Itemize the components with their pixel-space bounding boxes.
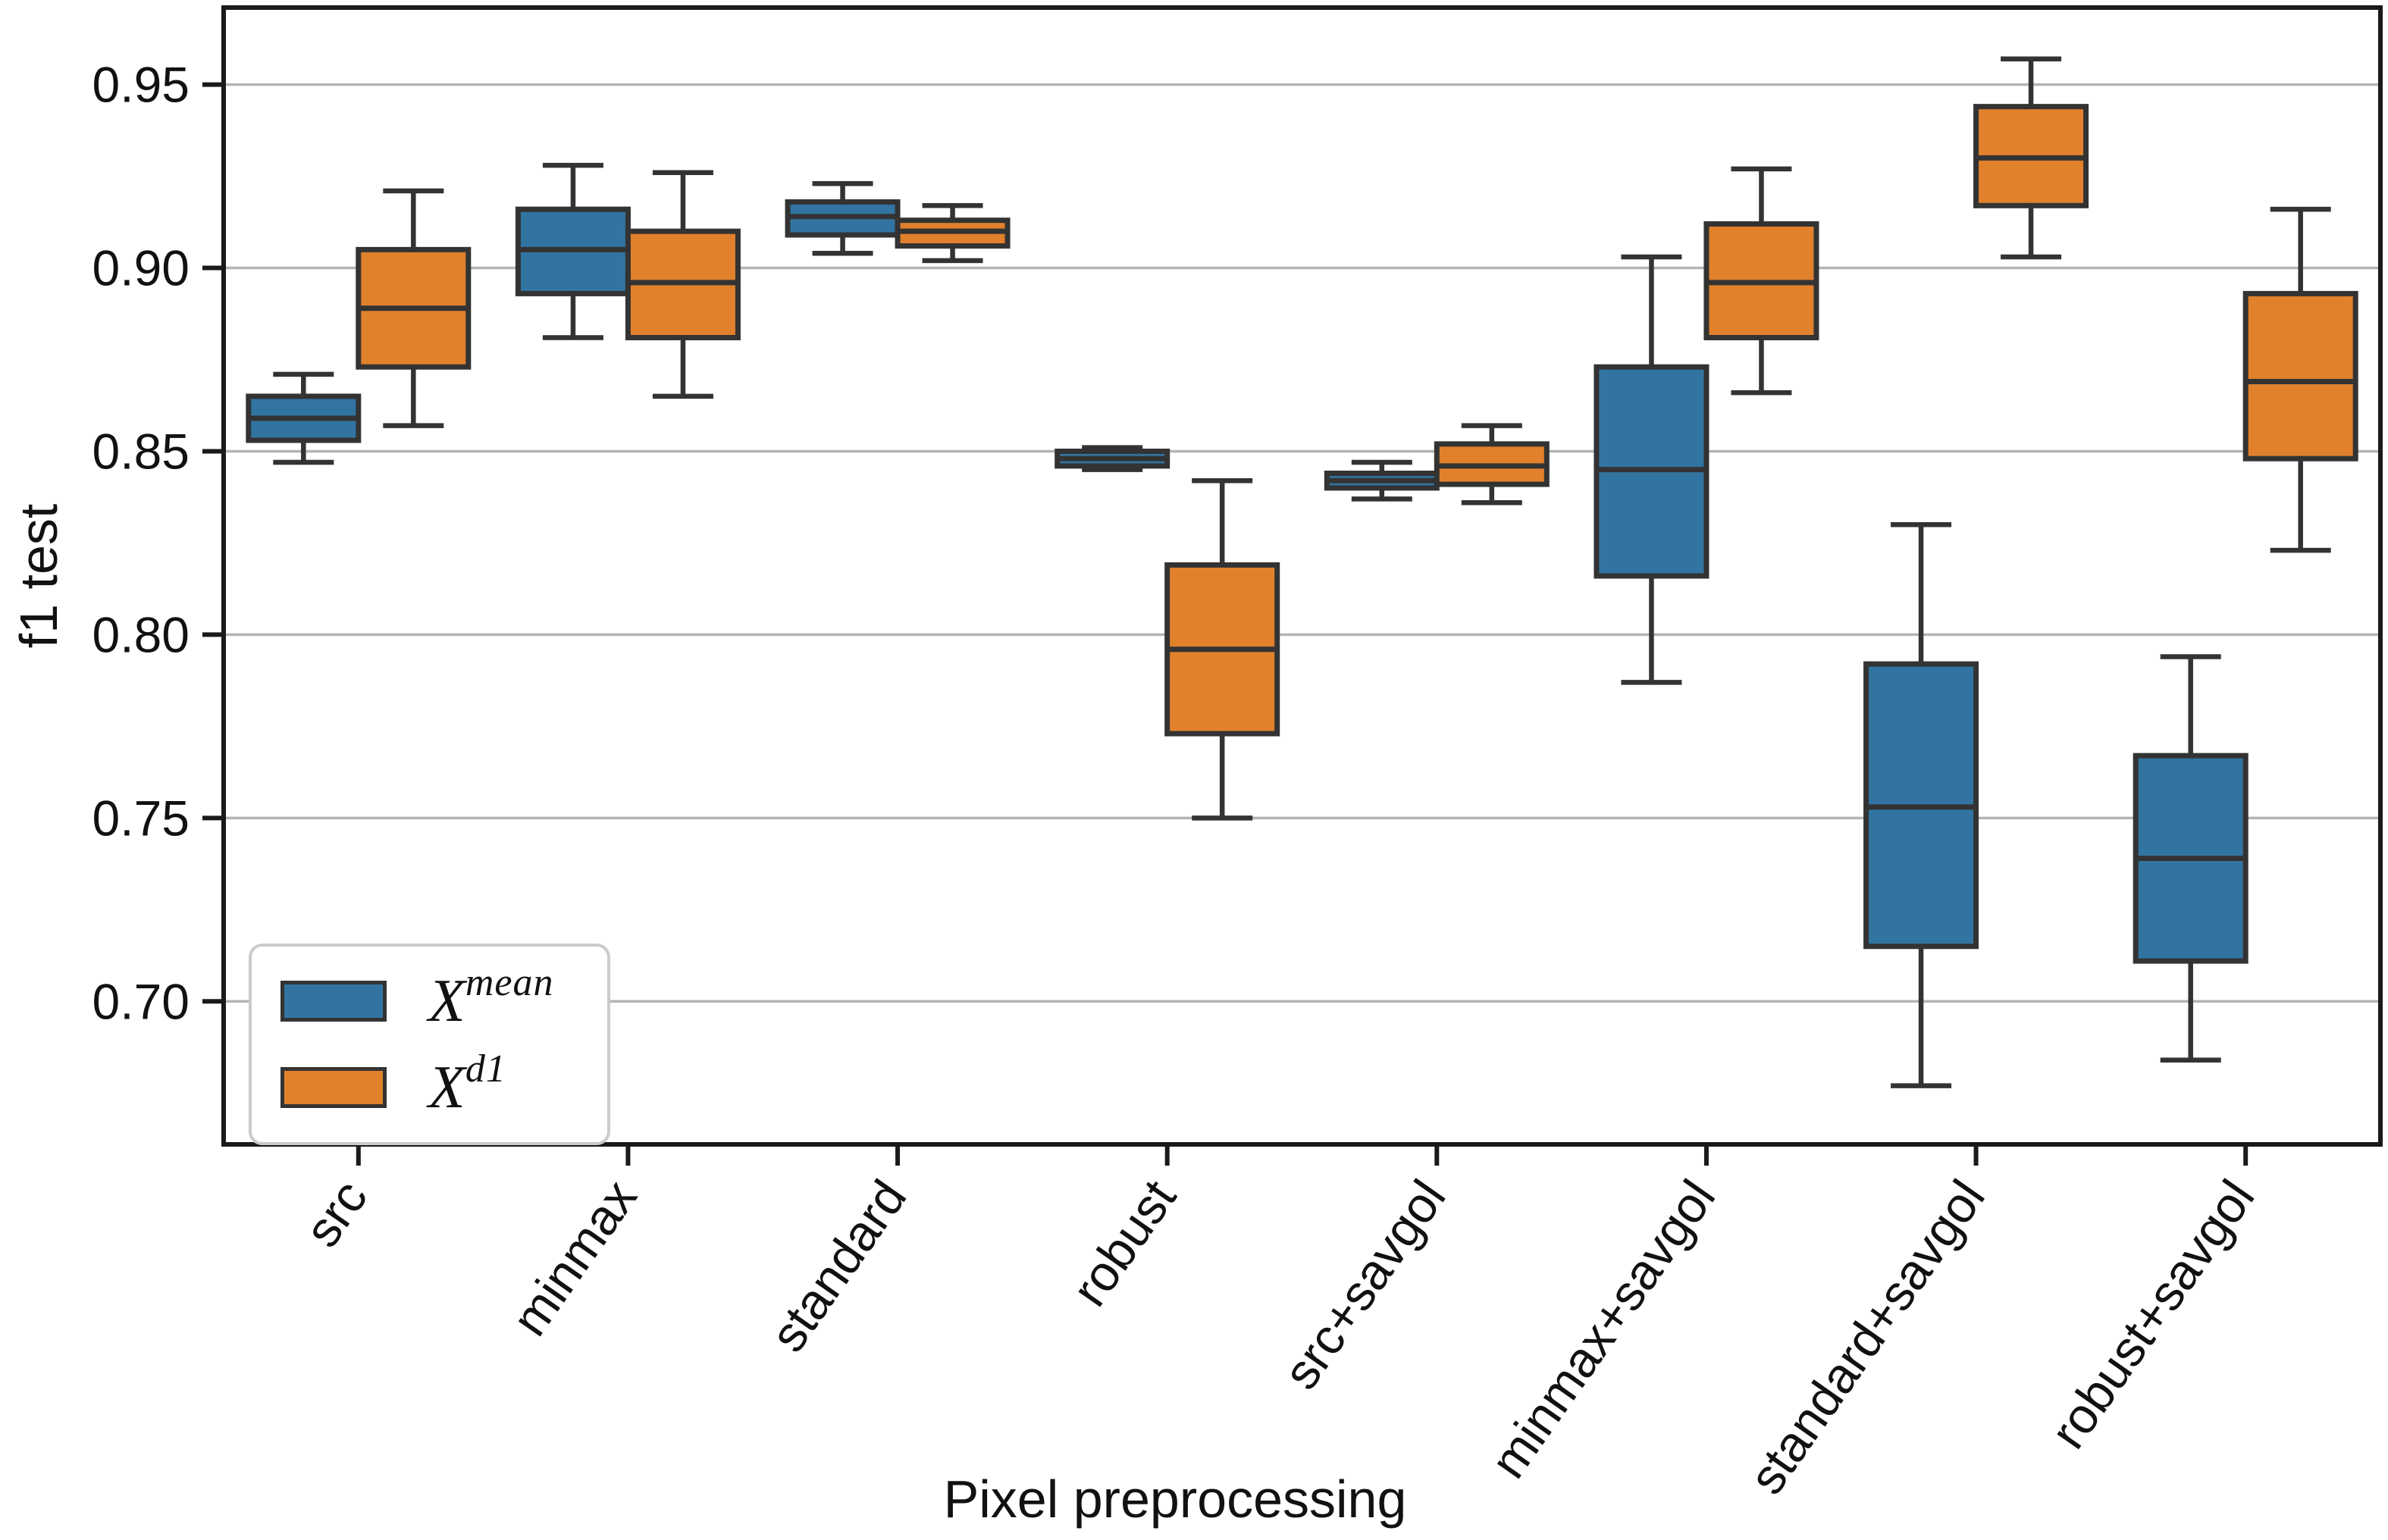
x-tick-label-src+savgol: src+savgol bbox=[1272, 1170, 1456, 1399]
x-tick-label-robust: robust bbox=[1061, 1170, 1186, 1316]
y-tick-label-0.85: 0.85 bbox=[92, 423, 190, 479]
box-robust+savgol-Xd1 bbox=[2242, 290, 2358, 462]
legend: Xmean Xd1 bbox=[249, 944, 610, 1145]
x-tick-label-standard: standard bbox=[760, 1170, 917, 1362]
legend-swatch-xd1 bbox=[280, 1067, 387, 1108]
x-axis-title: Pixel preprocessing bbox=[944, 1470, 1407, 1529]
y-tick-label-0.80: 0.80 bbox=[92, 606, 190, 662]
legend-label-xmean-sup: mean bbox=[465, 961, 554, 1004]
axes-layer: 0.70 0.75 0.80 0.85 0.90 0.95 src minmax standar… bbox=[92, 5, 2383, 1504]
y-tick-label-0.90: 0.90 bbox=[92, 240, 190, 296]
legend-item-xd1: Xd1 bbox=[280, 1050, 554, 1121]
y-tick-label-0.75: 0.75 bbox=[92, 790, 190, 846]
legend-label-xd1: Xd1 bbox=[428, 1050, 506, 1121]
x-tick-label-robust+savgol: robust+savgol bbox=[2039, 1170, 2264, 1459]
legend-label-xmean: Xmean bbox=[428, 963, 554, 1034]
x-tick-label-minmax: minmax bbox=[501, 1170, 647, 1346]
y-tick-label-0.70: 0.70 bbox=[92, 973, 190, 1029]
legend-item-xmean: Xmean bbox=[280, 963, 554, 1034]
y-axis-title: f1 test bbox=[9, 504, 68, 649]
legend-label-xmean-base: X bbox=[428, 968, 465, 1034]
boxes-layer bbox=[246, 56, 2358, 1088]
legend-swatch-xmean bbox=[280, 981, 387, 1022]
legend-label-xd1-base: X bbox=[428, 1054, 465, 1121]
x-tick-label-minmax+savgol: minmax+savgol bbox=[1480, 1170, 1726, 1488]
x-tick-label-src: src bbox=[293, 1170, 378, 1257]
legend-label-xd1-sup: d1 bbox=[465, 1047, 506, 1091]
y-tick-label-0.95: 0.95 bbox=[92, 57, 190, 113]
plot-spines bbox=[221, 5, 2383, 1147]
x-tick-label-standard+savgol: standard+savgol bbox=[1738, 1170, 1995, 1504]
